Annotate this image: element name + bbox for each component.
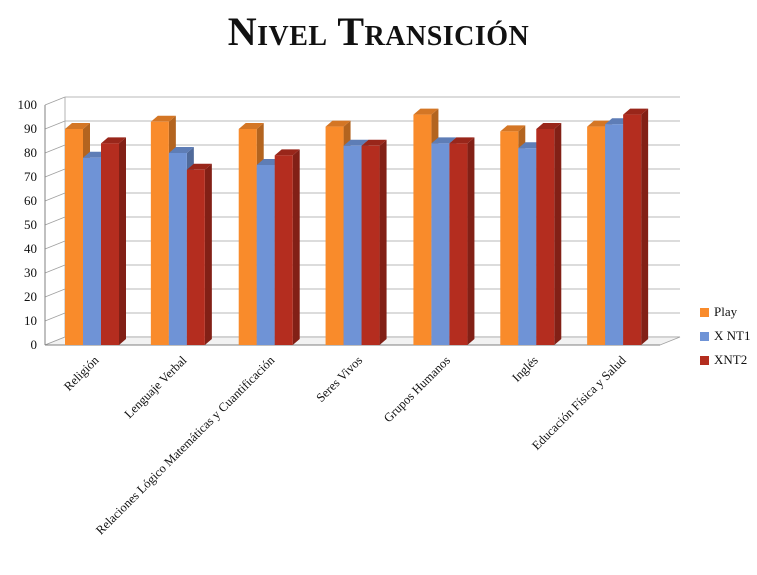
bar-top — [413, 108, 439, 115]
bar-top — [168, 147, 194, 153]
legend-item: Play — [700, 300, 750, 324]
bar-top — [536, 123, 562, 129]
gridline-side — [44, 168, 66, 178]
bar-front — [65, 129, 83, 345]
bar-top — [361, 139, 387, 146]
gridline-side — [44, 312, 66, 322]
bar-side — [204, 163, 212, 345]
gridline-side — [44, 216, 66, 226]
legend-swatch — [700, 331, 709, 341]
y-tick-label: 0 — [31, 337, 38, 352]
x-tick-label: Grupos Humanos — [381, 353, 453, 425]
bar-side — [467, 137, 475, 345]
y-tick-label: 40 — [24, 241, 37, 256]
legend-item: X NT1 — [700, 324, 750, 348]
legend-item: XNT2 — [700, 348, 750, 372]
bar-front — [623, 114, 642, 345]
bar-top — [431, 137, 457, 144]
bar-front — [101, 143, 119, 345]
bar-top — [500, 125, 526, 132]
y-tick-label: 50 — [24, 217, 37, 232]
bar — [186, 163, 212, 345]
bar-front — [449, 143, 468, 345]
x-tick-label: Relaciones Lógico Matemáticas y Cuantifi… — [93, 353, 278, 538]
bar-side — [119, 137, 126, 345]
y-tick-label: 10 — [24, 313, 37, 328]
bar-front — [500, 131, 519, 345]
gridline-side — [44, 192, 66, 202]
gridline-side — [44, 288, 66, 298]
bar-front — [536, 129, 555, 345]
bar-front — [413, 114, 432, 345]
chart-title: Nivel Transición — [227, 9, 530, 54]
x-tick-label: Seres Vivos — [313, 353, 365, 405]
bar-top — [186, 163, 212, 170]
bar-side — [379, 139, 387, 345]
bar — [274, 149, 300, 345]
legend-swatch — [700, 355, 709, 365]
bar-front — [361, 145, 380, 345]
bar-top — [623, 108, 649, 115]
bar — [449, 137, 475, 345]
bar — [101, 137, 126, 345]
bar-side — [554, 123, 562, 345]
y-tick-label: 20 — [24, 289, 37, 304]
legend-label: Play — [714, 304, 738, 319]
bar-top — [325, 120, 351, 127]
gridline-side — [44, 264, 66, 274]
gridline-side — [44, 96, 66, 106]
bar-front — [325, 126, 344, 345]
y-tick-label: 70 — [24, 169, 37, 184]
legend-swatch — [700, 307, 709, 317]
x-tick-label: Lenguaje Verbal — [122, 353, 190, 421]
bar-top — [101, 137, 126, 144]
bar-front — [431, 143, 450, 345]
bar-front — [168, 153, 187, 345]
bar-front — [150, 121, 169, 345]
bar-top — [343, 139, 369, 146]
bar-front — [605, 124, 624, 345]
bar-front — [256, 165, 275, 345]
y-tick-label: 90 — [24, 121, 37, 136]
bar — [623, 108, 649, 345]
x-tick-label: Inglés — [509, 353, 541, 385]
bar-front — [238, 129, 257, 345]
bar-top — [274, 149, 300, 156]
bar-side — [292, 149, 300, 345]
y-tick-label: 80 — [24, 145, 37, 160]
bar-front — [343, 145, 362, 345]
y-tick-label: 60 — [24, 193, 37, 208]
bar-front — [587, 126, 606, 345]
y-tick-label: 100 — [18, 97, 38, 112]
legend-label: XNT2 — [714, 352, 748, 367]
bar-top — [65, 123, 90, 129]
x-tick-label: Educación Física y Salud — [529, 353, 629, 453]
gridline-side — [44, 144, 66, 154]
bar-front — [274, 155, 293, 345]
gridline-side — [44, 240, 66, 250]
legend-label: X NT1 — [714, 328, 751, 343]
bar — [361, 139, 387, 345]
y-tick-label: 30 — [24, 265, 37, 280]
bar-side — [641, 108, 649, 345]
bar-front — [518, 148, 537, 345]
legend: Play X NT1 XNT2 — [700, 300, 750, 372]
bar-top — [150, 115, 176, 122]
bar-front — [186, 169, 205, 345]
x-tick-label: Religión — [61, 353, 102, 394]
bar — [536, 123, 562, 345]
bar-top — [449, 137, 475, 144]
gridline-side — [44, 120, 66, 130]
bar-top — [238, 123, 264, 129]
bar-front — [83, 157, 101, 345]
